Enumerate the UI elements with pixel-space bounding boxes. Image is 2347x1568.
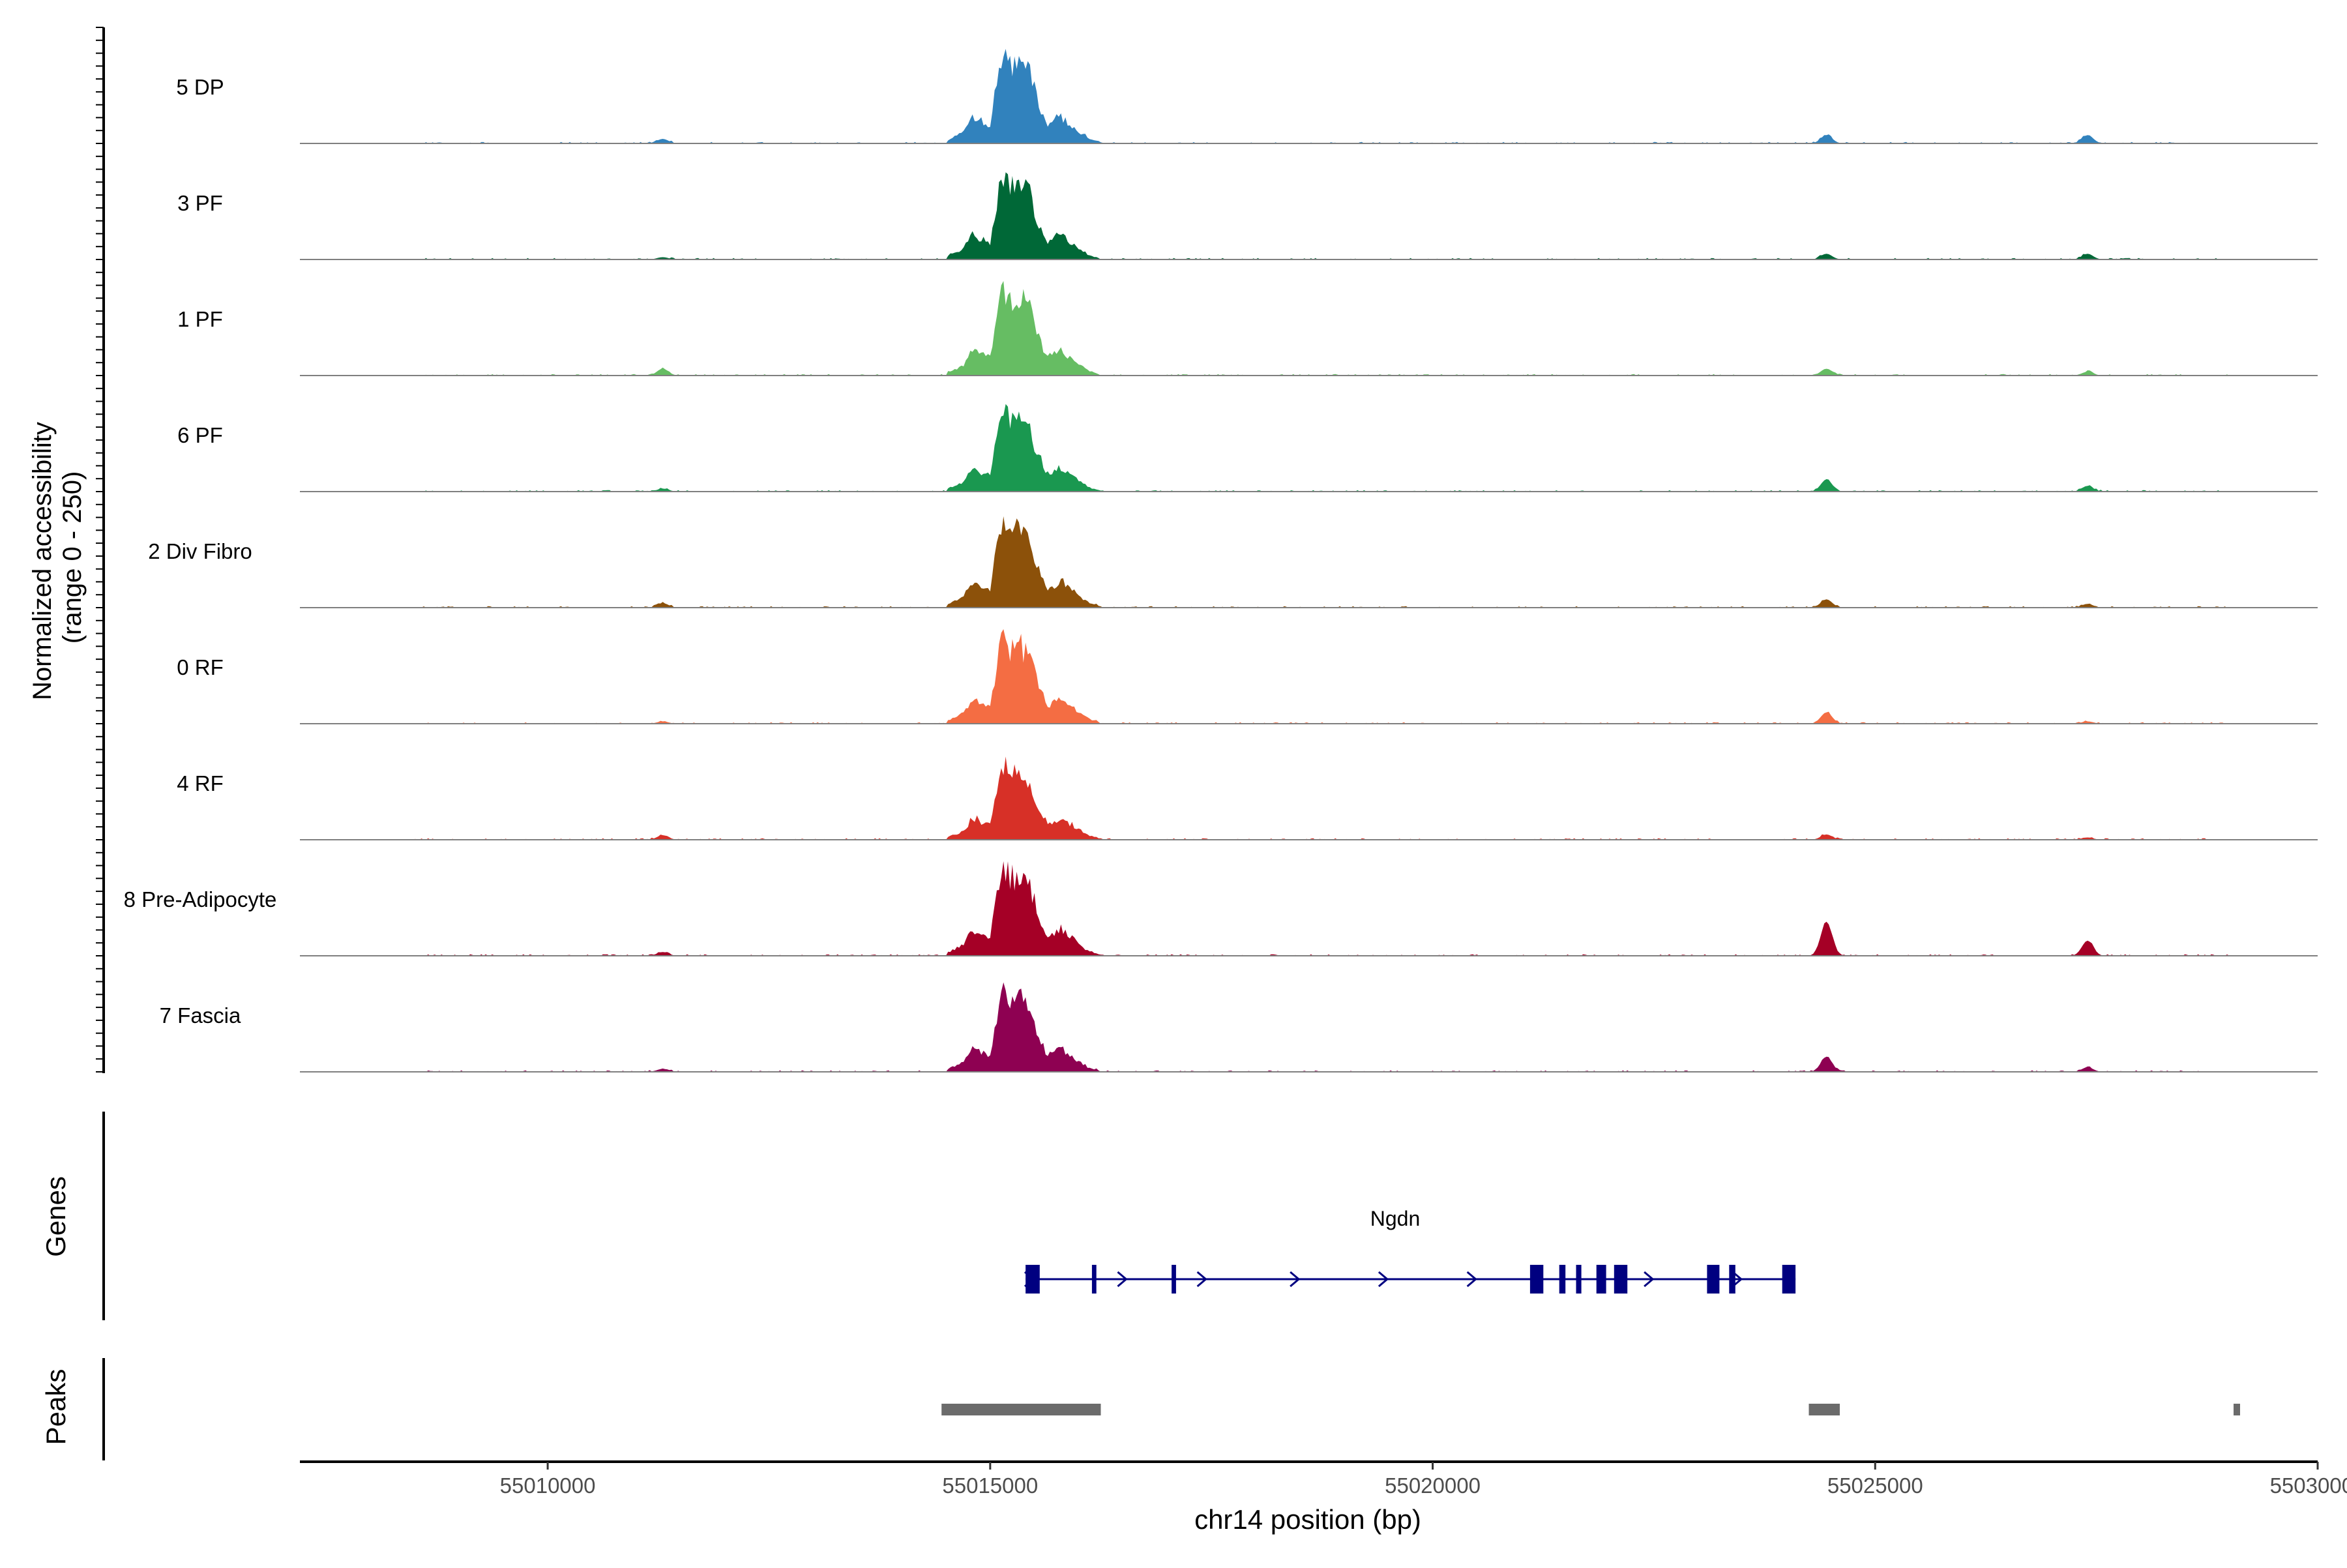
peak-region: [1808, 1404, 1840, 1415]
peak-region: [2234, 1404, 2240, 1415]
gene-exon: [1576, 1265, 1582, 1294]
x-tick-label: 55010000: [500, 1473, 596, 1498]
track-label: 3 PF: [177, 191, 223, 215]
gene-strand-arrow: [1644, 1271, 1655, 1288]
gene-exon: [1729, 1265, 1735, 1294]
axes: 55010000 55015000 55020000 55025000 55030000: [96, 27, 2347, 1498]
track-label: 5 DP: [176, 75, 224, 99]
gene-name-label: Ngdn: [1370, 1207, 1421, 1230]
gene-strand-arrow: [1024, 1271, 1035, 1288]
genes-panel-label: Genes: [40, 1176, 71, 1257]
track-label: 1 PF: [177, 307, 223, 331]
coverage-area-6-pf: [415, 404, 2230, 492]
x-tick-label: 55030000: [2270, 1473, 2347, 1498]
peak-region: [941, 1404, 1101, 1415]
gene-exon: [1614, 1265, 1628, 1294]
gene-exon: [1172, 1265, 1176, 1294]
coverage-tracks: 5 DP 3 PF 1 PF 6 PF 2 Div Fibro 0 RF 4 RF 8 Pre…: [124, 49, 2318, 1415]
gene-exon: [1782, 1265, 1796, 1294]
peaks-panel-label: Peaks: [40, 1369, 71, 1445]
track-label: 8 Pre-Adipocyte: [124, 887, 277, 911]
coverage-area-8-pre-adipocyte: [415, 861, 2230, 956]
x-tick-label: 55020000: [1385, 1473, 1481, 1498]
track-label: 7 Fascia: [160, 1003, 241, 1028]
gene-exon: [1559, 1265, 1566, 1294]
coverage-area-3-pf: [415, 172, 2230, 259]
y-axis-label: Normalized accessibility (range 0 - 250): [28, 415, 87, 700]
gene-exon: [1529, 1265, 1544, 1294]
gene-strand-arrow: [1196, 1271, 1207, 1288]
gene-exon: [1596, 1265, 1606, 1294]
track-label: 6 PF: [177, 423, 223, 447]
x-axis-label: chr14 position (bp): [1194, 1504, 1421, 1535]
gene-strand-arrow: [1378, 1271, 1389, 1288]
gene-strand-arrow: [1117, 1271, 1128, 1288]
gene-exon: [1091, 1265, 1097, 1294]
gene-strand-arrow: [1732, 1271, 1743, 1288]
coverage-area-1-pf: [415, 281, 2230, 376]
coverage-area-5-dp: [415, 49, 2230, 143]
x-tick-label: 55025000: [1827, 1473, 1923, 1498]
gene-strand-arrow: [1290, 1271, 1301, 1288]
track-label: 4 RF: [177, 771, 224, 795]
track-label: 0 RF: [177, 655, 224, 679]
coverage-area-7-fascia: [415, 982, 2230, 1072]
coverage-area-0-rf: [415, 629, 2230, 724]
x-tick-label: 55015000: [942, 1473, 1038, 1498]
gene-strand-arrow: [1466, 1271, 1477, 1288]
coverage-area-4-rf: [415, 756, 2230, 840]
y-axis-label-line2: (range 0 - 250): [58, 471, 87, 644]
track-label: 2 Div Fibro: [148, 539, 252, 563]
gene-exon: [1707, 1265, 1720, 1294]
coverage-area-2-div-fibro: [415, 516, 2230, 608]
y-axis-label-line1: Normalized accessibility: [28, 422, 57, 700]
